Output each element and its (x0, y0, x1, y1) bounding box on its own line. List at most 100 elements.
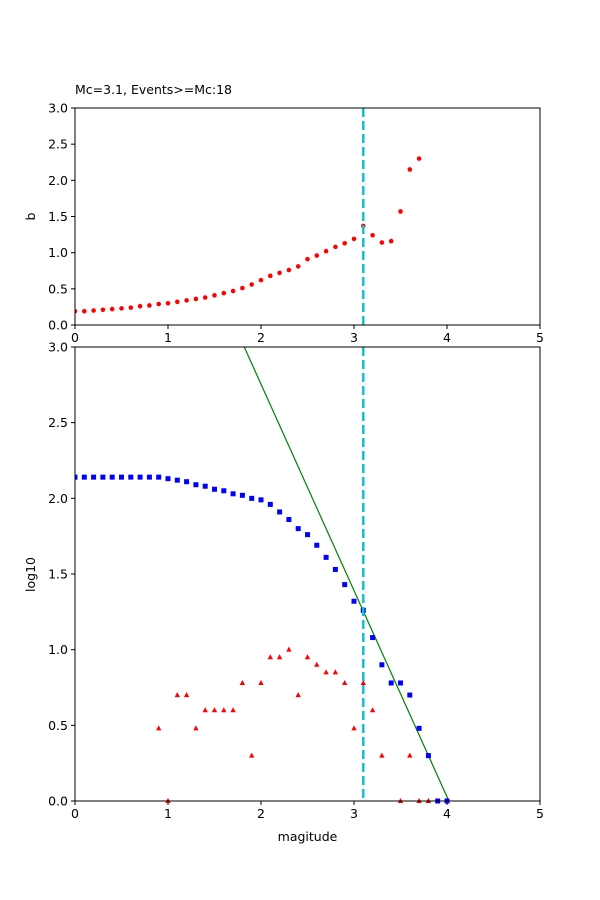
x-tick-label: 1 (164, 806, 172, 821)
data-point (416, 725, 422, 731)
data-point (221, 488, 227, 494)
data-point (147, 303, 152, 308)
data-point (360, 679, 366, 685)
data-point (379, 240, 385, 245)
data-point (109, 306, 115, 312)
data-point (388, 680, 394, 686)
frequency-magnitude-panel: log10 magitude 0 1 2 3 4 5 0.0 0.5 1.0 1.5 2.0 2.5 3… (23, 340, 544, 845)
data-point (128, 474, 134, 480)
x-tick-label: 0 (71, 806, 79, 821)
data-point (342, 240, 348, 246)
data-point (81, 474, 87, 480)
plot-frame (74, 107, 541, 326)
y-axis-label: log10 (23, 557, 38, 592)
data-point (267, 654, 273, 660)
data-point (183, 692, 190, 698)
data-point (398, 209, 403, 214)
data-point (258, 277, 264, 283)
data-point (193, 482, 199, 488)
x-tick-label: 3 (350, 330, 358, 345)
data-point (314, 661, 320, 667)
x-axis-label: magitude (278, 829, 338, 844)
data-point (156, 301, 161, 307)
data-point (407, 692, 413, 698)
y-tick-label: 0.0 (48, 794, 68, 809)
data-point (165, 301, 171, 306)
data-point (277, 509, 283, 515)
y-tick-label: 3.0 (48, 101, 68, 116)
data-point (230, 288, 236, 294)
data-point (388, 238, 394, 244)
data-point (119, 306, 124, 311)
x-tick-label: 1 (164, 330, 172, 345)
data-point (221, 707, 227, 713)
data-marks (75, 346, 450, 804)
y-axis-label: b (23, 212, 38, 220)
data-point (100, 307, 106, 313)
y-tick-label: 1.0 (48, 642, 68, 657)
data-point (268, 273, 273, 279)
data-point (351, 598, 357, 604)
data-point (286, 267, 292, 273)
data-point (379, 662, 385, 668)
data-point (342, 679, 348, 685)
data-point (202, 295, 208, 300)
data-point (332, 669, 339, 675)
data-point (370, 233, 375, 238)
data-point (212, 293, 217, 298)
y-tick-label: 1.5 (48, 209, 68, 224)
data-point (323, 554, 329, 560)
x-tick-label: 5 (536, 330, 544, 345)
data-point (305, 532, 310, 538)
data-point (407, 167, 413, 172)
data-point (295, 526, 301, 532)
x-tick-label: 3 (350, 806, 358, 821)
data-point (249, 752, 255, 758)
data-point (379, 752, 385, 758)
data-point (230, 491, 236, 497)
data-point (119, 474, 124, 480)
y-tick-label: 2.0 (48, 173, 68, 188)
y-tick-label: 2.0 (48, 491, 68, 506)
fit-line (243, 346, 450, 802)
data-point (416, 156, 422, 161)
data-point (425, 753, 431, 759)
data-point (295, 692, 301, 698)
data-point (184, 479, 190, 485)
data-point (249, 495, 255, 501)
data-point (286, 517, 292, 523)
data-point (276, 654, 283, 660)
data-point (239, 492, 245, 498)
y-tick-label: 1.0 (48, 245, 68, 260)
y-tick-label: 0.5 (48, 281, 68, 296)
data-point (174, 477, 180, 483)
y-tick-label: 2.5 (48, 415, 68, 430)
data-point (193, 296, 199, 302)
data-point (137, 474, 143, 480)
b-value-panel: Mc=3.1, Events>=Mc:18 b 0 1 2 3 4 5 0.0 0.5 1.0 1… (23, 82, 544, 345)
plot-frame (74, 346, 541, 802)
data-point (75, 474, 78, 480)
data-point (137, 303, 143, 309)
data-point (332, 566, 338, 572)
axis-ticks: 0 1 2 3 4 5 0.0 0.5 1.0 1.5 2.0 2.5 3.0 (48, 101, 544, 346)
axis-ticks: 0 1 2 3 4 5 0.0 0.5 1.0 1.5 2.0 2.5 3.0 (48, 340, 544, 822)
data-point (240, 285, 245, 291)
x-tick-label: 4 (443, 806, 451, 821)
data-point (398, 680, 403, 686)
data-point (175, 299, 180, 305)
data-point (193, 725, 199, 731)
data-point (277, 270, 282, 276)
x-tick-label: 2 (257, 330, 265, 345)
data-point (323, 248, 329, 254)
data-point (314, 542, 320, 548)
data-point (369, 707, 376, 713)
data-point (295, 264, 301, 269)
data-point (221, 290, 227, 296)
data-point (370, 635, 376, 641)
data-point (239, 679, 246, 685)
data-point (100, 474, 106, 480)
data-point (82, 308, 87, 314)
clipped-marks (75, 346, 450, 804)
